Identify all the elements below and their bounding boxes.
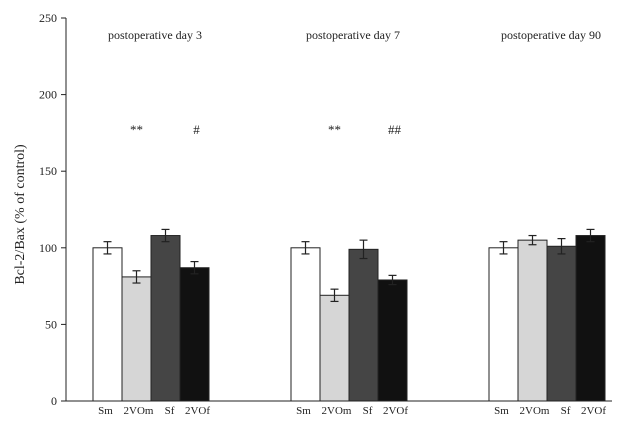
bar xyxy=(121,276,152,402)
category-label: Sm xyxy=(98,405,113,417)
category-label: 2VOm xyxy=(124,405,154,417)
category-label: Sf xyxy=(561,405,571,417)
y-tick-label: 200 xyxy=(39,88,57,102)
category-label: 2VOf xyxy=(185,405,210,417)
bar xyxy=(575,235,606,402)
bar xyxy=(92,247,123,402)
bar xyxy=(150,235,181,402)
y-tick-label: 250 xyxy=(39,11,57,25)
significance-marker: ** xyxy=(328,122,341,137)
category-label: Sm xyxy=(296,405,311,417)
category-label: 2VOm xyxy=(322,405,352,417)
category-label: 2VOf xyxy=(383,405,408,417)
significance-marker: ## xyxy=(388,122,402,137)
significance-marker: ** xyxy=(130,122,143,137)
category-label: Sf xyxy=(165,405,175,417)
category-label: 2VOf xyxy=(581,405,606,417)
y-tick-label: 100 xyxy=(39,241,57,255)
y-tick-label: 150 xyxy=(39,164,57,178)
bar xyxy=(488,247,519,402)
bar xyxy=(348,248,379,402)
category-label: Sf xyxy=(363,405,373,417)
bar xyxy=(319,294,350,402)
bar xyxy=(517,239,548,402)
group-title: postoperative day 3 xyxy=(108,28,202,42)
category-label: 2VOm xyxy=(520,405,550,417)
y-tick-label: 0 xyxy=(51,394,57,408)
bar xyxy=(546,245,577,402)
significance-marker: # xyxy=(193,122,200,137)
category-label: Sm xyxy=(494,405,509,417)
bar xyxy=(290,247,321,402)
group-title: postoperative day 7 xyxy=(306,28,400,42)
y-tick-label: 50 xyxy=(45,317,57,331)
group-title: postoperative day 90 xyxy=(501,28,601,42)
bar xyxy=(377,279,408,402)
bar xyxy=(179,267,210,402)
y-axis-title: Bcl-2/Bax (% of control) xyxy=(13,144,28,285)
